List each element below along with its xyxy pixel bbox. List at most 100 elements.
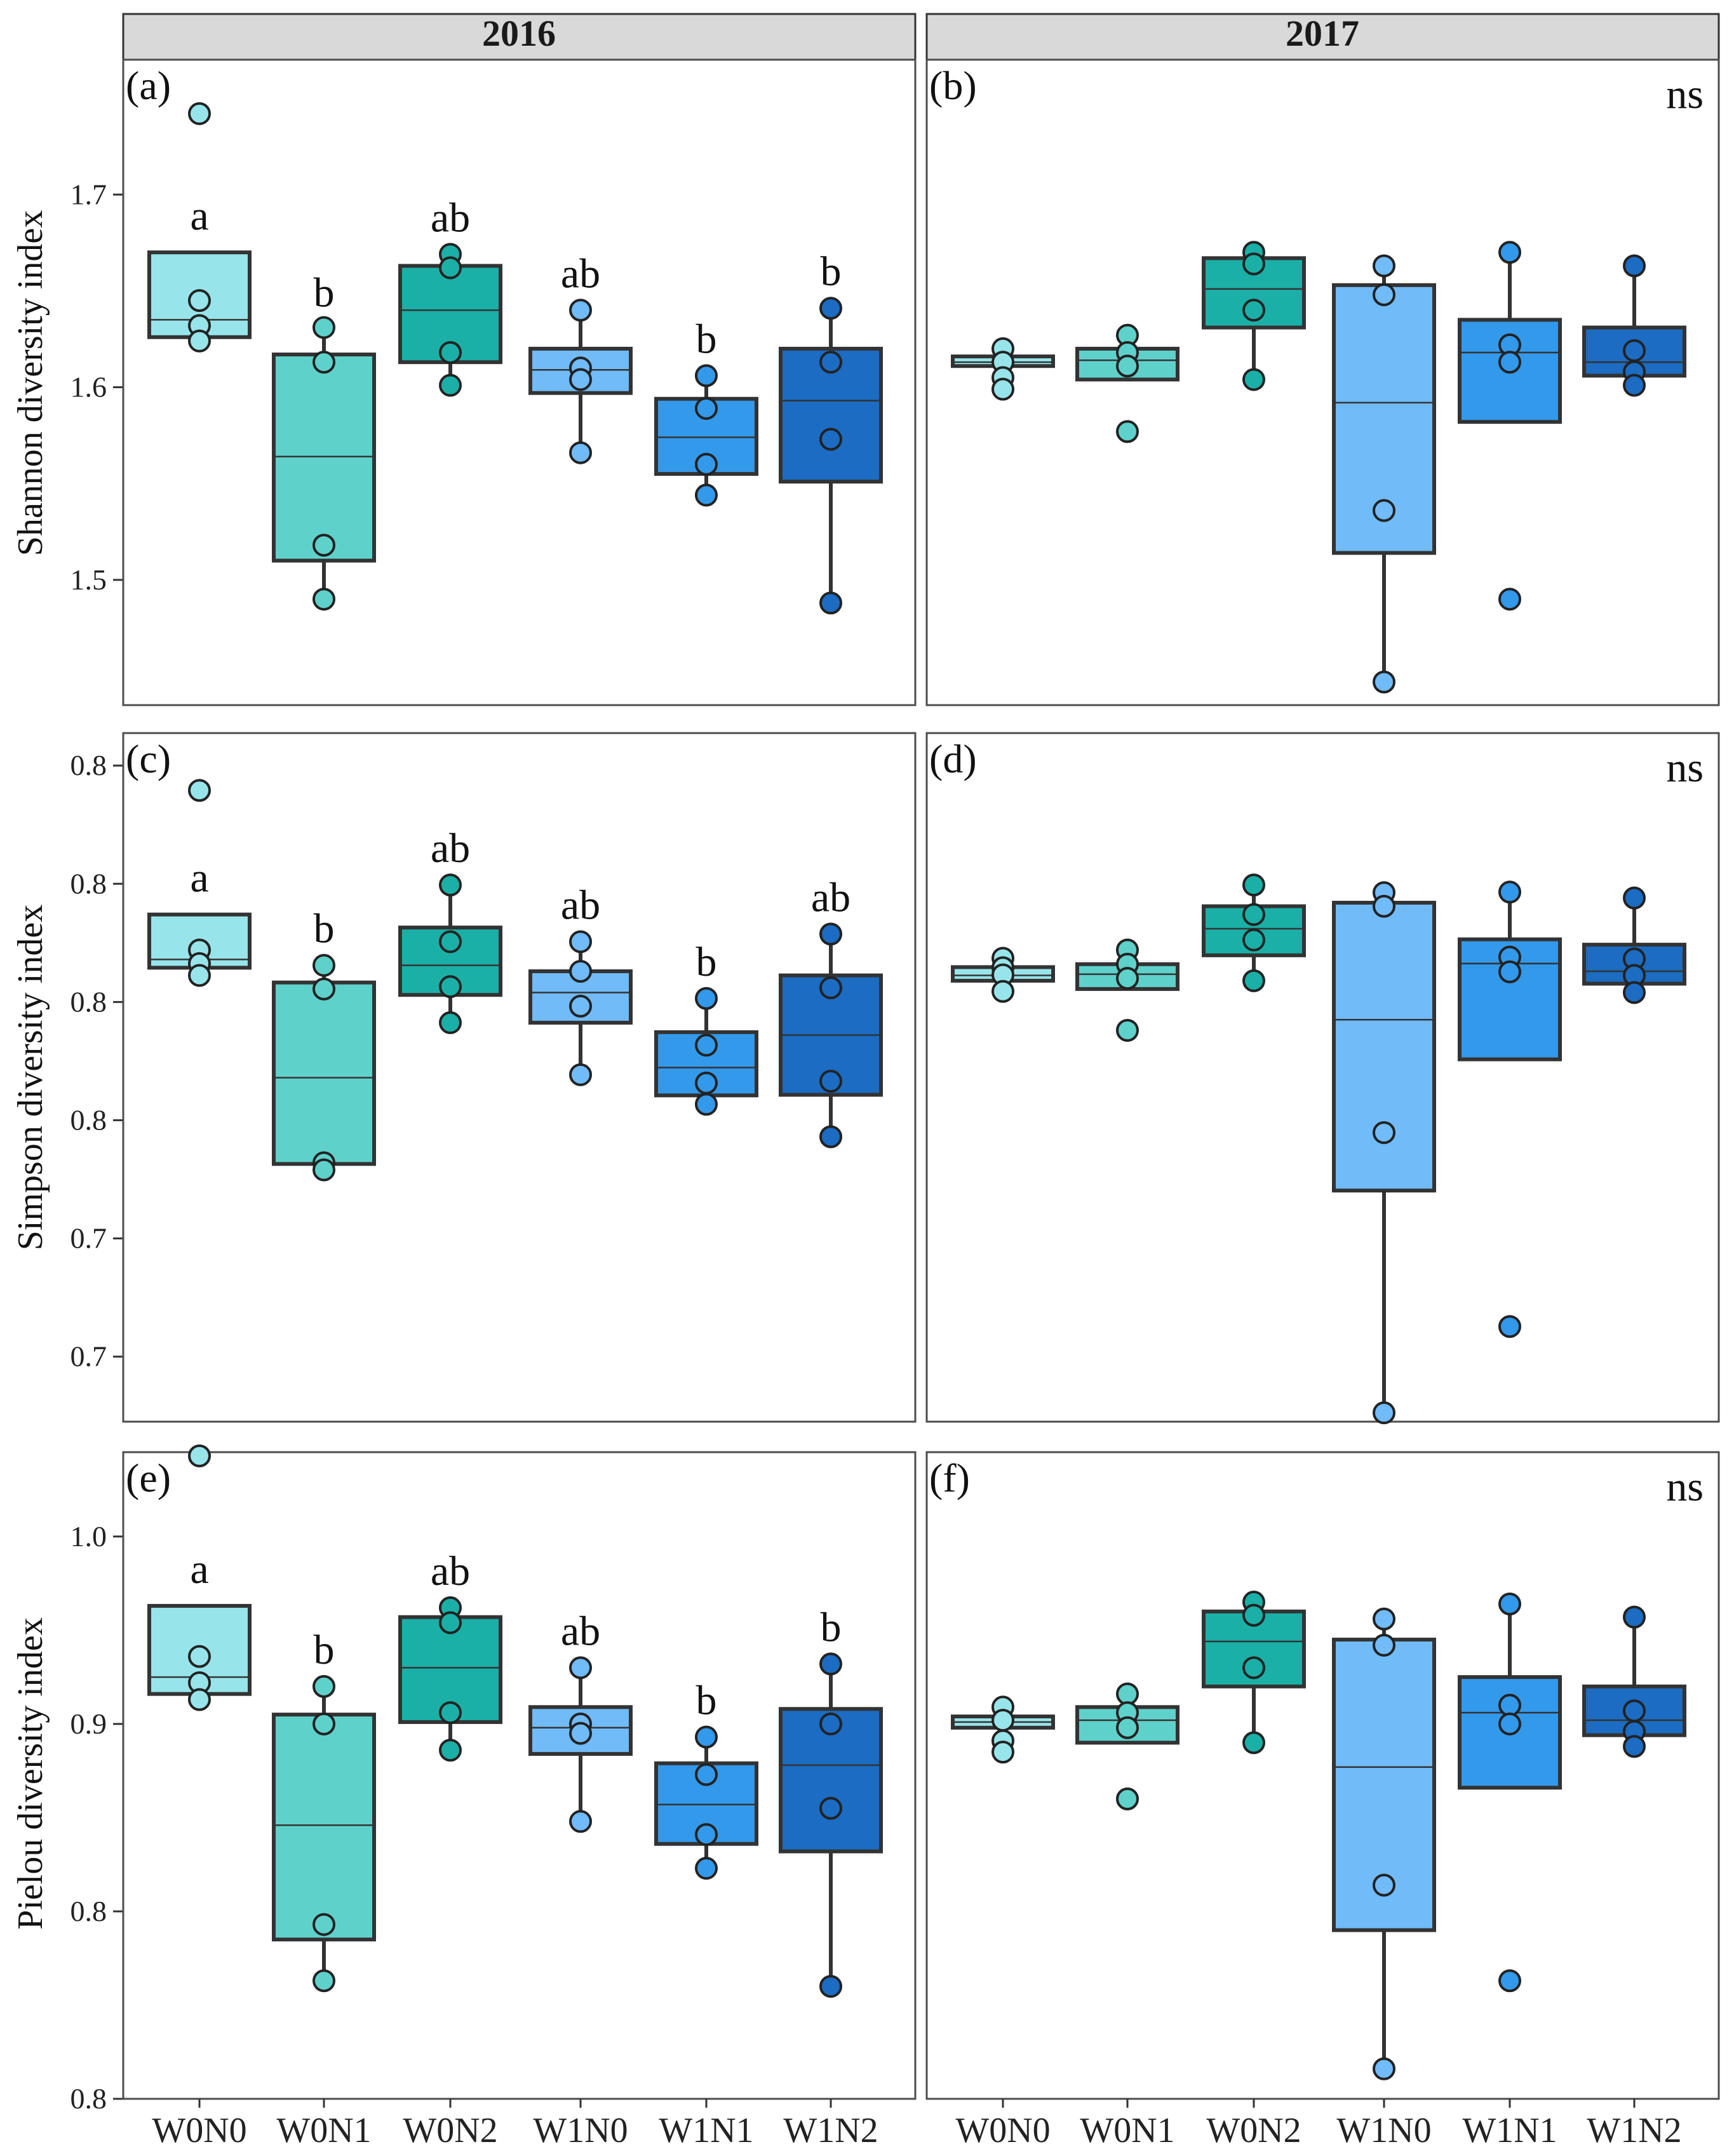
panel-border: [925, 732, 1720, 1423]
data-point: [188, 102, 211, 125]
data-point: [439, 340, 462, 364]
data-point: [188, 329, 211, 353]
significance-letter: b: [314, 1627, 335, 1673]
data-point: [1623, 374, 1646, 397]
group-w1n0: [1332, 881, 1436, 1425]
data-point: [819, 922, 842, 946]
data-point: [695, 452, 718, 476]
data-point: [1116, 354, 1139, 378]
significance-letter: ab: [561, 882, 600, 928]
y-axis-title-simpson: Simpson diversity index: [11, 905, 50, 1250]
significance-letter: b: [314, 906, 335, 952]
panel-border: [925, 1451, 1720, 2100]
data-point: [569, 299, 592, 322]
x-tick-label: W0N2: [403, 2111, 497, 2150]
group-w0n1: b: [272, 270, 376, 611]
panel-label: (d): [929, 736, 977, 781]
data-point: [695, 1822, 718, 1846]
data-point: [439, 374, 462, 397]
data-point: [991, 377, 1014, 401]
group-w1n0: ab: [528, 250, 633, 464]
data-point: [1116, 967, 1139, 990]
box-iqr: [1332, 901, 1436, 1193]
data-point: [313, 316, 335, 339]
y-tick-label: 0.8: [71, 867, 107, 899]
data-point: [819, 591, 842, 615]
data-point: [1373, 283, 1395, 307]
group-w0n0: [951, 1695, 1055, 1764]
group-w0n0: a: [147, 1444, 252, 1711]
group-w0n1: [1075, 323, 1180, 443]
group-w1n1: b: [654, 1678, 758, 1880]
group-w1n2: b: [779, 1604, 883, 1998]
data-point: [819, 428, 842, 451]
group-w0n2: [1202, 241, 1306, 391]
data-point: [188, 1688, 211, 1711]
significance-letter: ab: [811, 874, 850, 920]
y-tick-label: 1.7: [71, 178, 107, 210]
box-iqr: [272, 980, 376, 1166]
group-w1n0: ab: [528, 882, 633, 1086]
x-tick-label: W1N1: [659, 2111, 753, 2150]
data-point: [1373, 1401, 1395, 1425]
data-point: [569, 1063, 592, 1086]
x-tick-label: W0N1: [1080, 2111, 1174, 2150]
data-point: [569, 994, 592, 1018]
group-w0n2: ab: [398, 1548, 502, 1762]
data-point: [1498, 960, 1521, 983]
data-point: [1498, 588, 1521, 611]
data-point: [1242, 299, 1265, 322]
group-w1n2: [1582, 254, 1686, 397]
data-point: [819, 1125, 842, 1149]
data-point: [1373, 1873, 1395, 1897]
data-point: [1373, 1121, 1395, 1144]
significance-letter: ab: [431, 194, 470, 241]
panel-label: (f): [929, 1455, 970, 1500]
y-tick-label: 0.8: [71, 749, 107, 781]
significance-letter: b: [821, 1604, 842, 1650]
group-w0n0: a: [147, 102, 252, 353]
data-point: [1498, 880, 1521, 904]
data-point: [819, 976, 842, 1000]
data-point: [439, 930, 462, 953]
panel-label: (e): [126, 1455, 171, 1500]
y-axis-row-2: 0.7 0.7 0.8 0.8 0.8 0.8: [71, 749, 123, 1373]
group-w1n2: ab: [779, 874, 883, 1149]
data-point: [819, 1070, 842, 1093]
data-point: [991, 980, 1014, 1003]
data-point: [1623, 886, 1646, 910]
group-w1n0: [1332, 1607, 1436, 2080]
box-iqr: [272, 1713, 376, 1942]
data-point: [1623, 339, 1646, 362]
x-tick-label: W1N1: [1462, 2111, 1557, 2150]
data-point: [695, 364, 718, 387]
data-point: [1242, 368, 1265, 391]
group-w0n1: b: [272, 906, 376, 1182]
x-tick-label: W1N2: [1587, 2111, 1681, 2150]
data-point: [1373, 2057, 1395, 2080]
data-point: [1116, 1716, 1139, 1739]
data-point: [188, 289, 211, 313]
data-point: [1623, 1699, 1646, 1723]
data-point: [695, 1763, 718, 1786]
group-w1n1: [1458, 880, 1562, 1338]
y-tick-label: 0.9: [71, 1708, 107, 1740]
data-point: [1623, 981, 1646, 1004]
significance-letter: ab: [431, 825, 470, 872]
data-point: [1498, 1712, 1521, 1735]
significance-letter: b: [696, 316, 717, 362]
data-point: [439, 1701, 462, 1725]
y-tick-label: 0.8: [71, 1103, 107, 1136]
group-w1n0: ab: [528, 1608, 633, 1833]
x-axis-2017: W0N0 W0N1 W0N2 W1N0 W1N1 W1N2: [955, 2099, 1682, 2150]
data-point: [695, 1034, 718, 1057]
data-point: [1373, 499, 1395, 522]
data-point: [1242, 969, 1265, 992]
group-w0n2: ab: [398, 825, 502, 1034]
data-point: [313, 534, 335, 557]
y-tick-label: 0.8: [71, 1895, 107, 1927]
data-point: [1498, 1969, 1521, 1993]
